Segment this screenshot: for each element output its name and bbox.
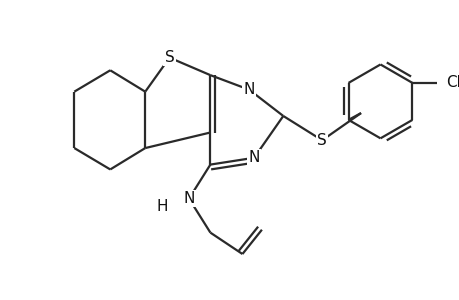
- Text: S: S: [317, 133, 326, 148]
- Text: S: S: [164, 50, 174, 65]
- Text: H: H: [156, 199, 167, 214]
- Text: N: N: [243, 82, 254, 97]
- Text: N: N: [183, 191, 194, 206]
- Text: Cl: Cl: [445, 75, 459, 90]
- Text: N: N: [248, 150, 259, 165]
